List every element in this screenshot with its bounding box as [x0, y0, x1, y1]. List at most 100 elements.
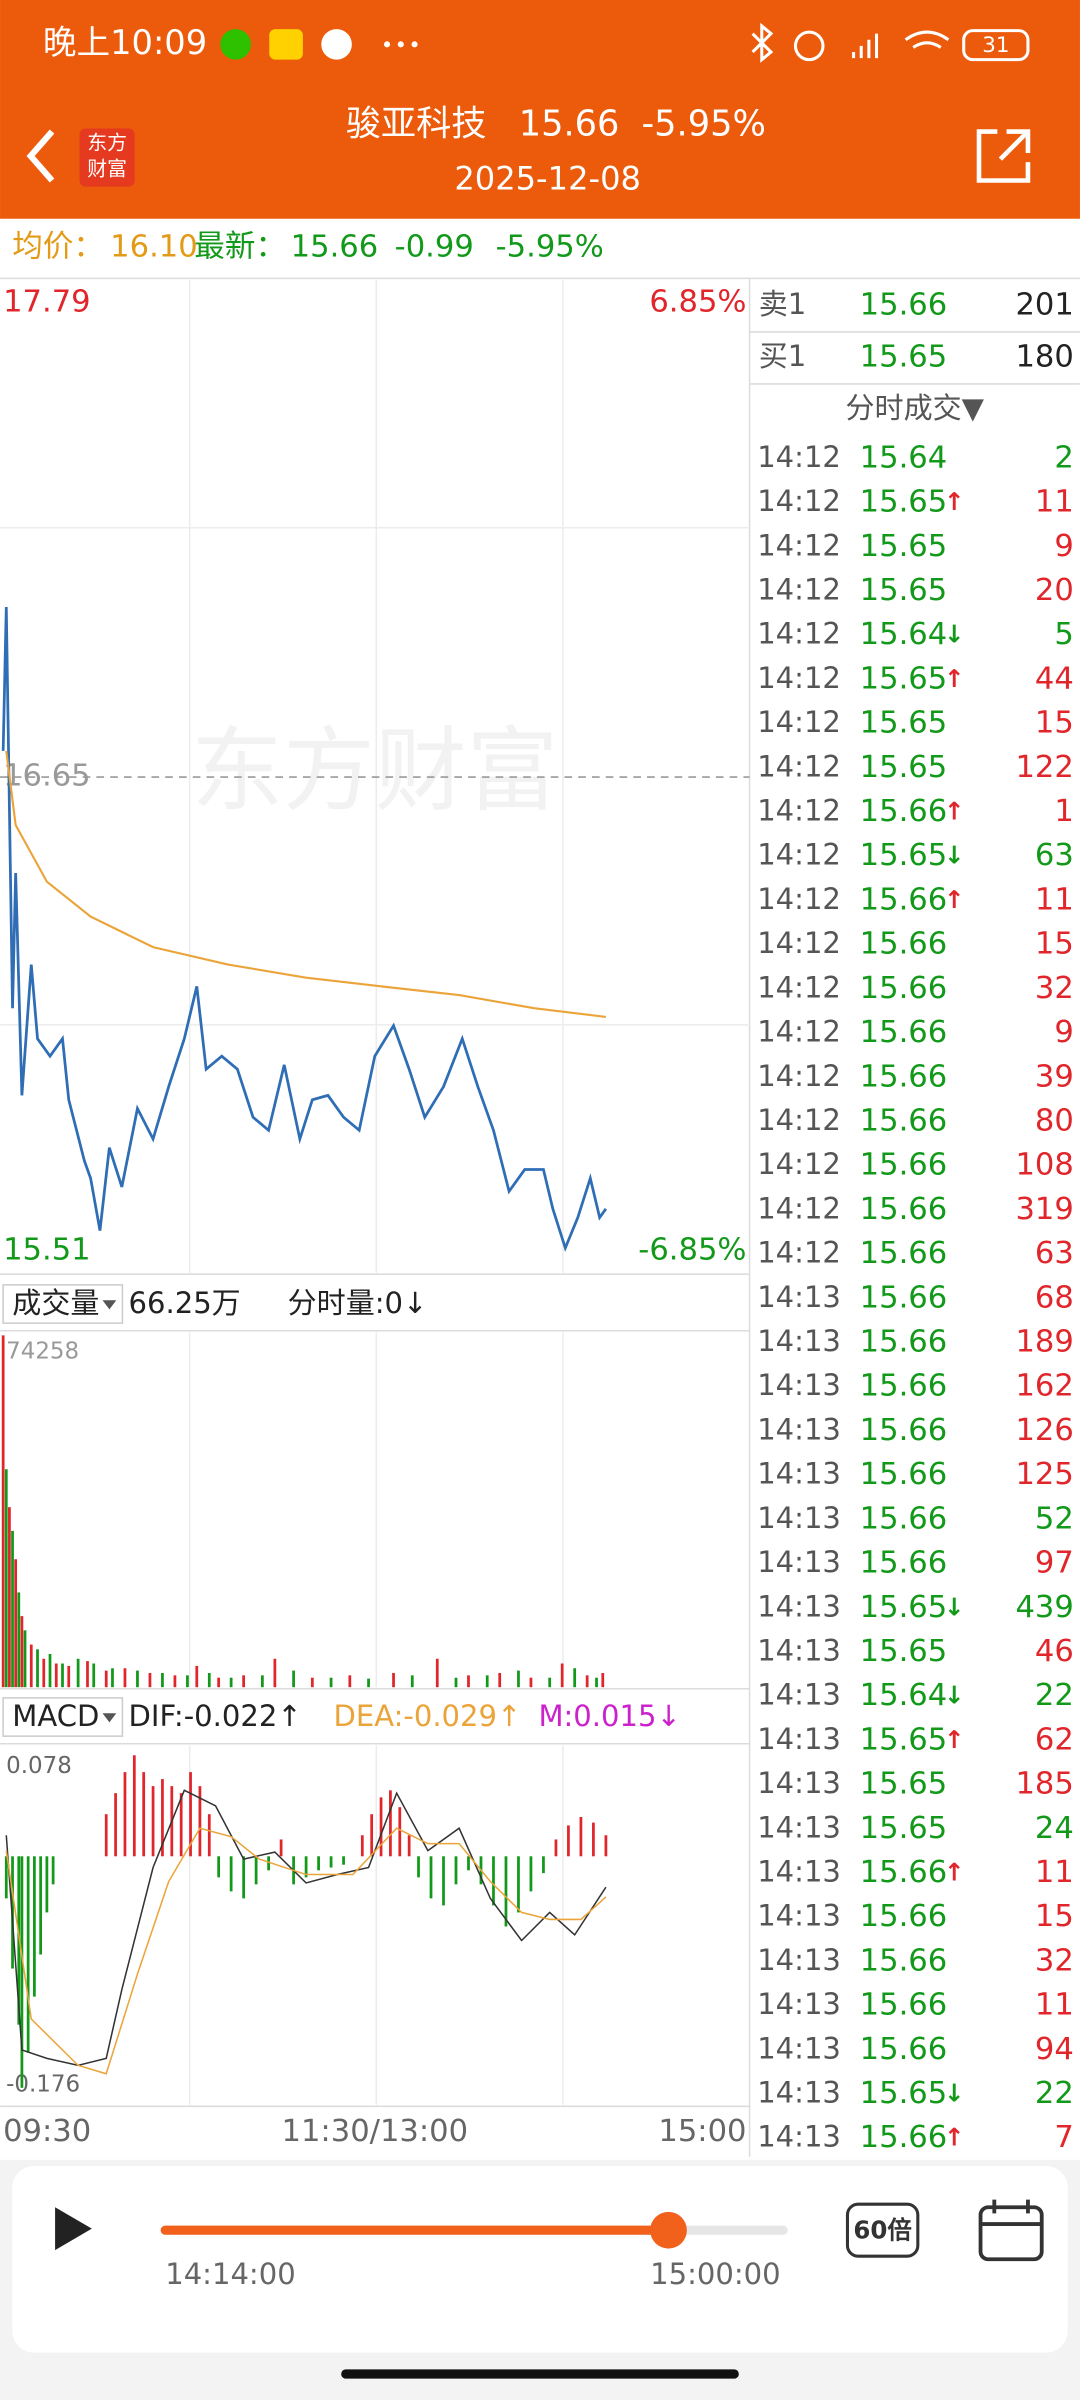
volume-bar — [467, 1675, 470, 1688]
progress-knob[interactable] — [650, 2211, 687, 2249]
battery-level: 31 — [982, 33, 1009, 58]
indicator-label: MACD — [12, 1699, 99, 1733]
volume-bar — [260, 1675, 264, 1688]
trade-volume: 108 — [1015, 1148, 1073, 1183]
trade-volume: 39 — [1035, 1059, 1074, 1094]
latest-pct: -5.95% — [496, 229, 604, 264]
trade-price: 15.66 — [860, 1280, 948, 1315]
volume-bar — [86, 1661, 89, 1688]
volume-bar — [186, 1675, 189, 1688]
stock-name: 骏亚科技 — [346, 103, 487, 144]
trade-time: 14:13 — [757, 1589, 841, 1623]
y-tick-label: 15.51 — [3, 1233, 91, 1268]
back-button[interactable] — [26, 129, 55, 183]
book-price: 15.66 — [860, 287, 948, 322]
trade-time: 14:12 — [757, 749, 841, 783]
volume-bar — [11, 1530, 14, 1688]
calendar-button[interactable] — [978, 2199, 1044, 2262]
trade-price: 15.65 — [860, 706, 948, 741]
volume-bar — [67, 1665, 71, 1688]
trade-volume: 125 — [1015, 1457, 1073, 1492]
play-button[interactable] — [55, 2207, 92, 2251]
trade-time: 14:13 — [757, 1810, 841, 1844]
logo-text: 财富 — [87, 157, 127, 180]
trade-arrow: ↑ — [944, 797, 965, 826]
trade-time: 14:12 — [757, 1103, 841, 1137]
macd-bar — [229, 1856, 233, 1892]
macd-bar — [279, 1839, 283, 1857]
trade-volume: 319 — [1015, 1192, 1073, 1227]
trade-volume: 94 — [1035, 2032, 1074, 2067]
volume-bar — [173, 1675, 177, 1688]
volume-bar — [517, 1670, 520, 1688]
macd-line — [5, 1827, 607, 2075]
trade-arrow: ↑ — [944, 487, 965, 516]
speed-button[interactable] — [845, 2202, 920, 2258]
volume-bar — [148, 1672, 152, 1688]
indicator-dropdown[interactable] — [2, 1697, 124, 1737]
indicator-value: M:0.015↓ — [538, 1699, 680, 1733]
volume-bar — [17, 1592, 21, 1688]
macd-bar — [254, 1856, 258, 1885]
trade-time: 14:12 — [757, 882, 841, 916]
volume-bar — [560, 1663, 564, 1688]
more-dots — [383, 41, 418, 48]
trade-volume: 189 — [1015, 1325, 1073, 1360]
volume-bar — [76, 1658, 80, 1688]
macd-bar — [370, 1814, 374, 1857]
volume-bar — [42, 1658, 46, 1688]
trade-arrow: ↓ — [944, 841, 965, 870]
chart-frame — [0, 277, 1080, 2157]
trade-time: 14:12 — [757, 573, 841, 607]
trade-volume: 7 — [1054, 2120, 1073, 2155]
volume-minute: 分时量:0↓ — [288, 1286, 428, 1320]
volume-bar — [392, 1672, 395, 1688]
indicator-value: DIF:-0.022↑ — [129, 1699, 302, 1733]
macd-line — [5, 1789, 607, 2067]
trade-price: 15.65 — [860, 1634, 948, 1669]
trade-time: 14:13 — [757, 1545, 841, 1579]
macd-bar — [17, 1856, 21, 2025]
trade-volume: 1 — [1054, 794, 1073, 829]
macd-bar — [442, 1856, 445, 1906]
volume-bar — [104, 1670, 108, 1688]
macd-bar — [454, 1856, 458, 1885]
trade-time: 14:13 — [757, 1899, 841, 1933]
trades-title[interactable]: 分时成交▼ — [845, 391, 984, 425]
volume-bar — [136, 1670, 139, 1688]
macd-bar — [242, 1856, 246, 1899]
trade-price: 15.65 — [860, 2076, 948, 2111]
trade-time: 14:12 — [757, 661, 841, 695]
volume-bar — [20, 1616, 24, 1688]
trade-price: 15.65 — [860, 750, 948, 785]
share-button[interactable] — [976, 129, 1031, 183]
volume-bar — [8, 1507, 11, 1688]
status-time: 晚上10:09 — [43, 23, 207, 62]
volume-bar — [123, 1668, 127, 1688]
trade-price: 15.66 — [860, 1015, 948, 1050]
macd-bar — [161, 1779, 164, 1857]
trade-volume: 11 — [1035, 485, 1074, 520]
trade-price: 15.66 — [860, 1236, 948, 1271]
trade-volume: 46 — [1035, 1634, 1074, 1669]
macd-bar — [492, 1856, 495, 1906]
trade-time: 14:12 — [757, 1059, 841, 1093]
trade-price: 15.65 — [860, 1722, 948, 1757]
price-line — [1, 606, 608, 1253]
book-volume: 201 — [1015, 287, 1073, 322]
trade-volume: 62 — [1035, 1722, 1074, 1757]
trade-time: 14:13 — [757, 1943, 841, 1977]
volume-dropdown[interactable] — [2, 1284, 124, 1324]
trade-time: 14:12 — [757, 1236, 841, 1270]
trade-price: 15.66 — [860, 971, 948, 1006]
trade-time: 14:12 — [757, 926, 841, 960]
macd-bar — [198, 1786, 202, 1857]
trade-price: 15.66 — [860, 1943, 948, 1978]
macd-bar — [360, 1835, 364, 1857]
trade-volume: 162 — [1015, 1369, 1073, 1404]
macd-bar — [342, 1856, 345, 1865]
y-tick-label: 74258 — [6, 1339, 79, 1365]
trade-volume: 122 — [1015, 750, 1073, 785]
app-bar — [0, 0, 1080, 219]
trade-price: 15.66 — [860, 1148, 948, 1183]
